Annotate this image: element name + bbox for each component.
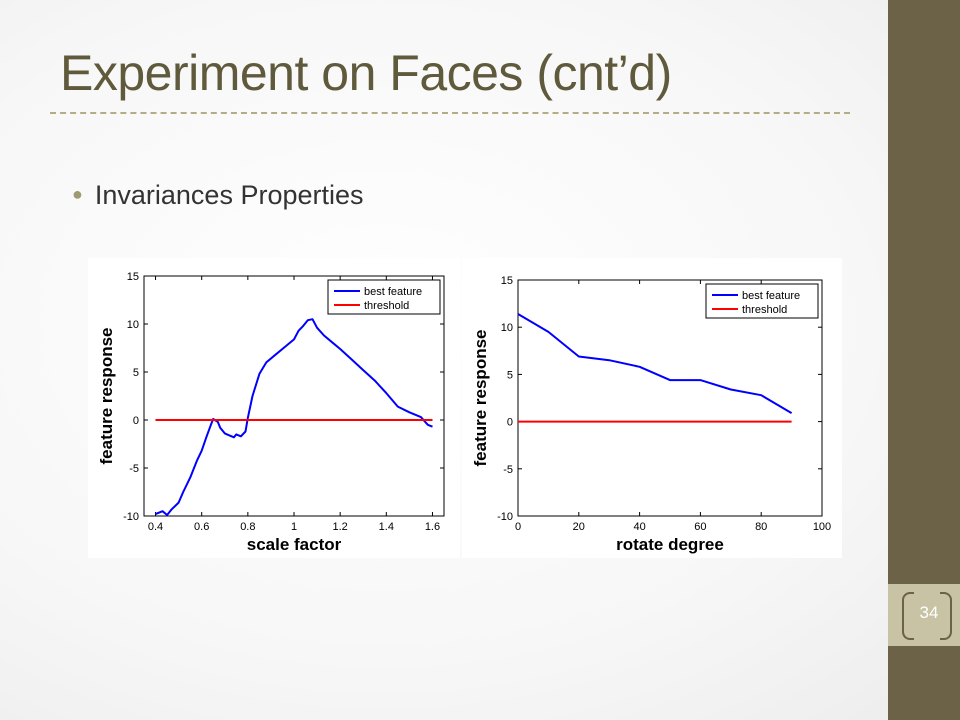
legend-label: best feature (742, 290, 800, 302)
left-brace-icon (902, 592, 914, 640)
x-tick-label: 0.8 (240, 521, 255, 533)
x-tick-label: 80 (755, 521, 767, 533)
slide-number-box: 34 (888, 584, 960, 646)
x-tick-label: 100 (813, 521, 831, 533)
x-tick-label: 1.2 (333, 521, 348, 533)
y-tick-label: -5 (503, 464, 513, 476)
plot-area (143, 275, 445, 517)
x-tick-label: 1 (291, 521, 297, 533)
x-tick-label: 1.6 (425, 521, 440, 533)
x-tick-label: 1.4 (379, 521, 394, 533)
y-tick-label: 10 (501, 322, 513, 334)
x-tick-label: 0 (515, 521, 521, 533)
x-tick-label: 40 (633, 521, 645, 533)
y-tick-label: -10 (497, 511, 513, 523)
slide-number: 34 (919, 603, 939, 622)
legend-label: threshold (742, 304, 787, 316)
slide-title: Experiment on Faces (cnt’d) (60, 45, 672, 101)
y-tick-label: -5 (129, 463, 139, 475)
x-axis-label: scale factor (247, 535, 342, 554)
x-axis-label: rotate degree (616, 535, 724, 554)
title-divider (50, 112, 850, 114)
y-tick-label: 0 (133, 415, 139, 427)
y-tick-label: 0 (507, 417, 513, 429)
x-tick-label: 0.4 (148, 521, 163, 533)
series-line-best-feature (155, 318, 433, 516)
y-axis-label: feature response (471, 330, 490, 467)
legend-box (327, 279, 441, 315)
x-tick-label: 0.6 (194, 521, 209, 533)
legend-label: threshold (364, 300, 409, 312)
y-tick-label: 15 (501, 275, 513, 287)
y-tick-label: 15 (127, 271, 139, 283)
y-tick-label: 10 (127, 319, 139, 331)
x-tick-label: 20 (573, 521, 585, 533)
right-brace-icon (940, 592, 952, 640)
legend-box (705, 283, 819, 319)
y-axis-label: feature response (97, 328, 116, 465)
rotate-degree-chart: 0 20 40 60 80 100 -10 -5 0 5 10 15 rotate degree feat… (462, 258, 842, 558)
y-tick-label: 5 (133, 367, 139, 379)
bullet-text: Invariances Properties (94, 180, 364, 210)
y-tick-label: -10 (123, 511, 139, 523)
legend-label: best feature (364, 286, 422, 298)
x-tick-label: 60 (694, 521, 706, 533)
series-line-best-feature (517, 313, 793, 414)
scale-factor-chart: 0.4 0.6 0.8 1 1.2 1.4 1.6 -10 -5 0 5 10 15 scale fact… (88, 258, 460, 558)
plot-area (517, 279, 823, 517)
bullet-item: ● Invariances Properties (72, 180, 364, 211)
bullet-dot-icon: ● (72, 184, 83, 204)
y-tick-label: 5 (507, 369, 513, 381)
